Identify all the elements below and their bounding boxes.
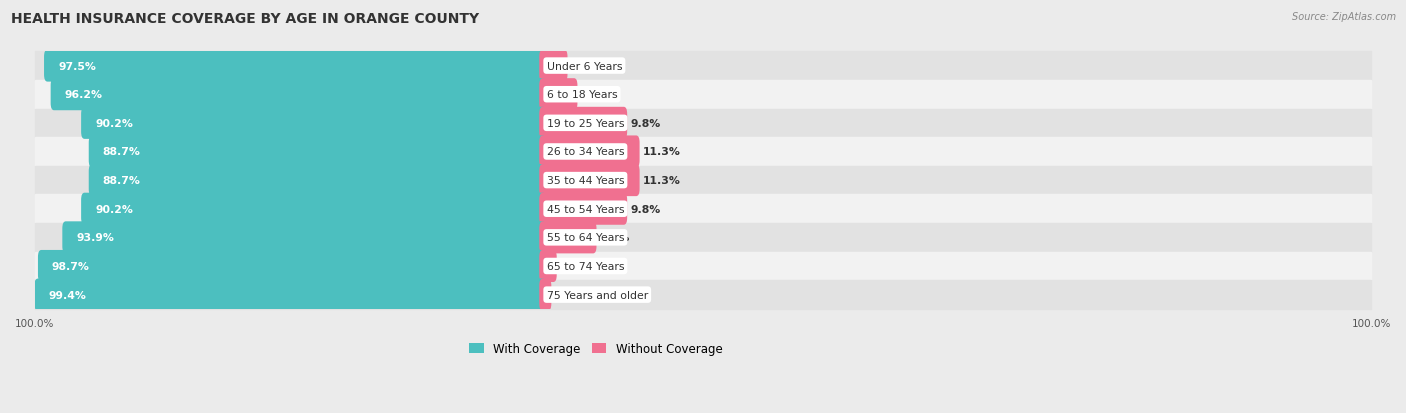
Text: 26 to 34 Years: 26 to 34 Years [547,147,624,157]
FancyBboxPatch shape [540,279,551,311]
Text: 9.8%: 9.8% [630,204,661,214]
Text: 19 to 25 Years: 19 to 25 Years [547,119,624,128]
Text: 98.7%: 98.7% [52,261,90,271]
Text: 0.65%: 0.65% [555,290,592,300]
Text: 75 Years and older: 75 Years and older [547,290,648,300]
FancyBboxPatch shape [540,107,627,140]
Text: 97.5%: 97.5% [58,62,96,71]
FancyBboxPatch shape [82,107,546,140]
Text: 96.2%: 96.2% [65,90,103,100]
FancyBboxPatch shape [540,222,596,254]
Text: 6.1%: 6.1% [600,233,630,243]
FancyBboxPatch shape [38,250,546,282]
FancyBboxPatch shape [51,79,546,111]
FancyBboxPatch shape [89,136,546,168]
Text: 99.4%: 99.4% [48,290,86,300]
FancyBboxPatch shape [540,79,578,111]
Legend: With Coverage, Without Coverage: With Coverage, Without Coverage [465,337,727,360]
Bar [35,81,1371,109]
Bar [35,52,1371,81]
Text: 65 to 74 Years: 65 to 74 Years [547,261,624,271]
FancyBboxPatch shape [89,165,546,197]
Text: 2.6%: 2.6% [571,62,602,71]
Text: 93.9%: 93.9% [76,233,114,243]
Text: 9.8%: 9.8% [630,119,661,128]
Text: 55 to 64 Years: 55 to 64 Years [547,233,624,243]
Text: 11.3%: 11.3% [643,147,681,157]
Text: Source: ZipAtlas.com: Source: ZipAtlas.com [1292,12,1396,22]
Bar [35,138,1371,166]
Text: Under 6 Years: Under 6 Years [547,62,621,71]
FancyBboxPatch shape [540,165,640,197]
Bar [35,252,1371,280]
FancyBboxPatch shape [540,50,568,83]
Text: 35 to 44 Years: 35 to 44 Years [547,176,624,186]
Text: 90.2%: 90.2% [96,119,134,128]
FancyBboxPatch shape [540,136,640,168]
Bar [35,195,1371,223]
Text: 88.7%: 88.7% [103,176,141,186]
Text: 3.8%: 3.8% [581,90,612,100]
FancyBboxPatch shape [540,193,627,225]
FancyBboxPatch shape [82,193,546,225]
Text: 11.3%: 11.3% [643,176,681,186]
Bar [35,166,1371,195]
Bar [35,109,1371,138]
FancyBboxPatch shape [44,50,546,83]
Text: 6 to 18 Years: 6 to 18 Years [547,90,617,100]
Text: 1.3%: 1.3% [560,261,591,271]
Bar [35,223,1371,252]
Text: HEALTH INSURANCE COVERAGE BY AGE IN ORANGE COUNTY: HEALTH INSURANCE COVERAGE BY AGE IN ORAN… [11,12,479,26]
FancyBboxPatch shape [540,250,557,282]
FancyBboxPatch shape [62,222,546,254]
Bar [35,280,1371,309]
FancyBboxPatch shape [34,279,546,311]
Text: 88.7%: 88.7% [103,147,141,157]
Text: 90.2%: 90.2% [96,204,134,214]
Text: 45 to 54 Years: 45 to 54 Years [547,204,624,214]
